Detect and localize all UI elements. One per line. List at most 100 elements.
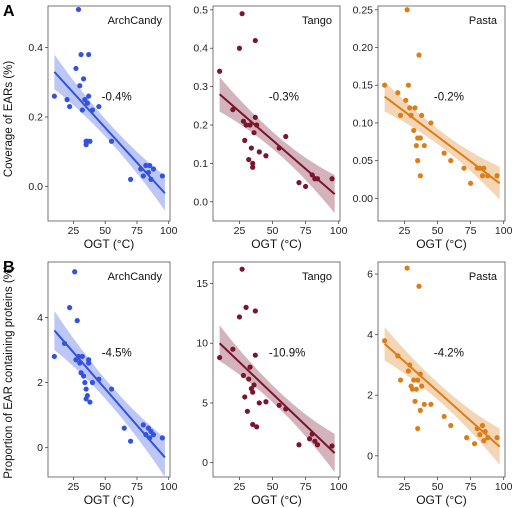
data-point (83, 386, 89, 392)
x-tick-label: 100 (330, 225, 348, 237)
panel-title: ArchCandy (108, 15, 163, 27)
y-tick-label: 0.4 (193, 43, 208, 55)
x-axis-label: OGT (°C) (84, 493, 135, 507)
x-tick-label: 25 (68, 481, 80, 493)
data-point (417, 407, 423, 413)
x-tick-label: 50 (99, 225, 111, 237)
data-point (254, 424, 260, 430)
y-tick-label: 4 (367, 329, 373, 341)
x-tick-label: 100 (160, 225, 178, 237)
data-point (89, 379, 96, 386)
data-point (428, 401, 434, 407)
data-point (252, 114, 258, 120)
data-point (419, 112, 425, 118)
data-point (251, 130, 257, 136)
data-point (415, 158, 421, 164)
data-point (239, 11, 245, 17)
data-point (128, 438, 134, 444)
data-point (464, 435, 470, 441)
data-point (79, 353, 85, 360)
data-point (441, 150, 447, 156)
data-point (276, 402, 282, 408)
data-point (413, 142, 419, 149)
data-point (494, 435, 500, 441)
data-point (87, 399, 93, 405)
data-point (242, 137, 248, 143)
data-point (217, 68, 223, 74)
data-point (481, 165, 487, 171)
data-point (236, 45, 243, 51)
x-tick-label: 50 (267, 225, 279, 237)
x-tick-label: 75 (465, 481, 477, 493)
x-tick-label: 100 (495, 481, 513, 493)
y-tick-label: 5 (202, 397, 208, 409)
data-point (96, 376, 102, 382)
data-point (252, 352, 258, 358)
data-point (405, 368, 412, 374)
y-tick-label: 4 (37, 312, 43, 324)
data-point (276, 145, 282, 151)
data-point (411, 377, 417, 383)
data-point (395, 353, 401, 359)
data-point (217, 354, 223, 361)
data-point (246, 156, 252, 163)
data-point (247, 122, 253, 128)
slope-annotation: -0.2% (434, 92, 464, 104)
data-point (416, 283, 422, 289)
panel-a-tango: 25 50 75 100 0.0 0.1 0.2 0.3 0.4 0.5 Tango -0.3% OGT… (193, 4, 347, 251)
data-point (236, 314, 243, 320)
data-point (485, 173, 491, 179)
data-point (138, 166, 144, 172)
data-point (80, 76, 87, 82)
data-point (145, 169, 151, 176)
y-tick-label: 0.5 (193, 4, 208, 16)
data-point (263, 153, 269, 159)
x-tick-label: 75 (300, 481, 312, 493)
data-point (64, 97, 70, 103)
panel-a-archcandy: 25 50 75 100 0.0 0.2 0.4 ArchCandy -0.4% OGT (°C) (28, 5, 178, 251)
data-point (415, 425, 421, 432)
data-point (416, 52, 422, 58)
x-tick-label: 25 (399, 481, 411, 493)
data-point (309, 172, 315, 178)
x-axis-label: OGT (°C) (84, 237, 135, 251)
y-tick-label: 0 (367, 450, 373, 462)
data-point (150, 432, 157, 438)
data-point (121, 425, 127, 431)
data-point (256, 149, 262, 155)
x-tick-label: 25 (399, 225, 411, 237)
panel-title: ArchCandy (108, 271, 163, 283)
data-point (448, 422, 454, 429)
data-point (412, 105, 418, 111)
data-point (73, 65, 79, 72)
data-point (77, 83, 83, 89)
y-axis-label-row-a: Coverage of EARs (%) (3, 61, 15, 177)
data-point (471, 441, 478, 447)
data-point (412, 398, 418, 404)
slope-annotation: -0.4% (102, 92, 132, 104)
data-point (84, 100, 90, 106)
data-point (477, 432, 483, 438)
data-point (86, 93, 92, 99)
data-point (479, 173, 486, 179)
panel-label-a: A (3, 3, 15, 20)
data-point (72, 269, 78, 275)
x-tick-label: 50 (99, 481, 111, 493)
data-point (51, 353, 57, 360)
x-axis-label: OGT (°C) (251, 493, 302, 507)
data-point (428, 120, 434, 126)
data-point (448, 158, 454, 164)
y-tick-label: 10 (196, 338, 208, 350)
y-tick-label: 15 (196, 278, 208, 290)
data-point (296, 180, 302, 186)
data-point (494, 173, 500, 179)
data-point (407, 362, 413, 368)
data-point (61, 340, 68, 347)
data-point (477, 165, 483, 171)
y-tick-label: 0.0 (28, 181, 43, 193)
data-point (75, 353, 82, 360)
data-point (84, 392, 90, 399)
data-point (242, 394, 248, 400)
slope-annotation: -4.5% (102, 348, 132, 360)
